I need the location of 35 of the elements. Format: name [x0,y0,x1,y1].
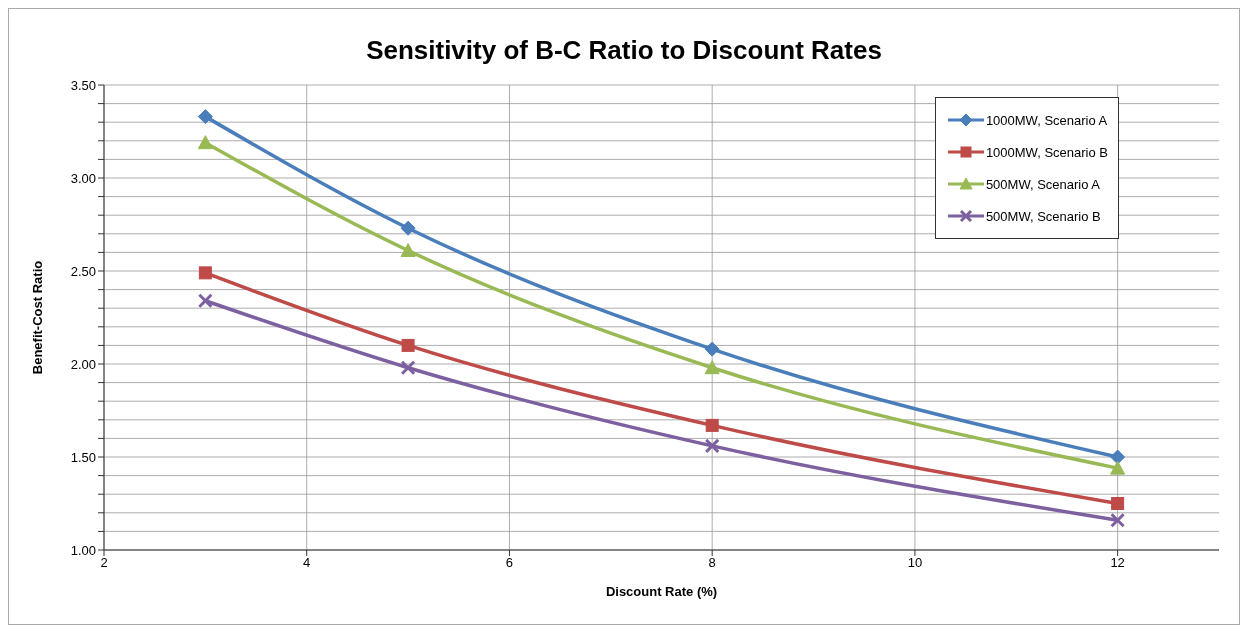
x-tick-label: 2 [100,555,108,571]
y-tick-label: 2.00 [70,356,96,372]
point [197,293,213,309]
x-tick-label: 4 [303,555,311,571]
point [704,360,720,375]
point [704,341,720,357]
chart-title: Sensitivity of B-C Ratio to Discount Rates [365,35,883,67]
x-tick-label: 12 [1110,555,1125,571]
y-axis-title: Benefit-Cost Ratio [29,260,45,375]
point [400,360,416,376]
legend-label: 500MW, Scenario B [985,208,1101,224]
point [401,338,415,352]
point [704,438,720,454]
point [1110,449,1126,465]
point [197,109,213,125]
point [705,418,719,432]
point [400,243,416,258]
y-tick-label: 3.50 [70,77,96,93]
point [197,135,213,150]
y-tick-label: 1.00 [70,542,96,558]
point [1110,512,1126,528]
legend-label: 500MW, Scenario A [985,176,1101,192]
y-tick-label: 2.50 [70,263,96,279]
y-tick-label: 3.00 [70,170,96,186]
x-axis-title: Discount Rate (%) [605,584,718,599]
point [400,220,416,236]
x-tick-label: 6 [505,555,514,571]
x-tick-label: 10 [907,555,923,571]
legend-label: 1000MW, Scenario B [985,144,1108,160]
y-tick-label: 1.50 [70,449,96,465]
legend-label: 1000MW, Scenario A [985,112,1108,128]
x-tick-label: 8 [708,555,716,571]
point [1111,497,1125,510]
point [1110,460,1126,475]
point [198,266,212,280]
